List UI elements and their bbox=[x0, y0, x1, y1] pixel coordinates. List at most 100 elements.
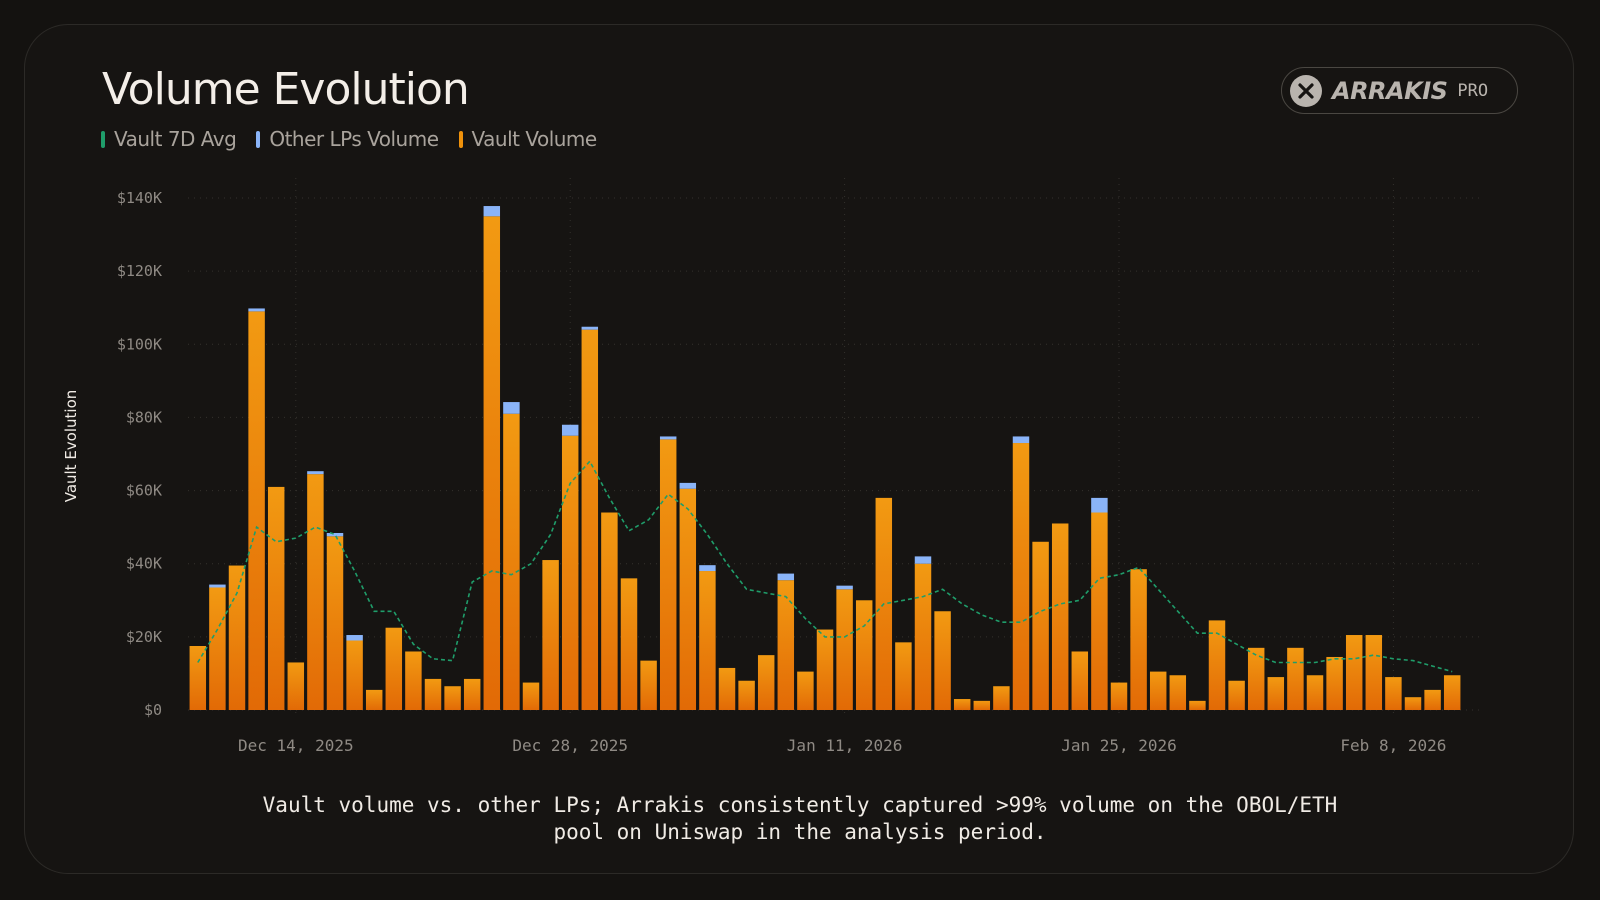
vault-volume-bar bbox=[248, 311, 265, 710]
vault-volume-bar bbox=[1385, 677, 1402, 710]
other-lps-volume-bar bbox=[307, 471, 324, 475]
other-lps-volume-bar bbox=[209, 584, 226, 588]
vault-volume-bar bbox=[503, 413, 520, 710]
other-lps-volume-bar bbox=[581, 326, 599, 330]
other-lps-volume-bar bbox=[503, 402, 520, 414]
vault-volume-bar bbox=[836, 589, 853, 710]
other-lps-volume-bar bbox=[836, 585, 853, 590]
caption-line-1: Vault volume vs. other LPs; Arrakis cons… bbox=[262, 793, 1338, 817]
vault-volume-bar bbox=[1247, 647, 1265, 710]
x-tick-label: Dec 14, 2025 bbox=[238, 736, 354, 755]
vault-volume-bar bbox=[463, 678, 481, 710]
vault-volume-bar bbox=[326, 536, 344, 710]
vault-volume-bar bbox=[444, 686, 461, 710]
vault-volume-bar bbox=[640, 660, 657, 710]
vault-volume-bar bbox=[228, 565, 246, 710]
legend-item-vault-volume: Vault Volume bbox=[458, 127, 597, 151]
vault-volume-bar bbox=[659, 439, 677, 710]
x-tick-label: Jan 11, 2026 bbox=[787, 736, 903, 755]
vault-volume-bar bbox=[287, 662, 305, 710]
other-lps-volume-bar bbox=[679, 482, 697, 489]
y-tick-label: $100K bbox=[117, 335, 162, 353]
vault-volume-bar bbox=[365, 689, 383, 710]
brand-name: ARRAKIS bbox=[1332, 76, 1448, 105]
vault-volume-bar bbox=[1208, 620, 1226, 710]
vault-volume-bar bbox=[1071, 651, 1089, 710]
vault-volume-bar bbox=[385, 627, 403, 710]
legend-item-other-lps-volume: Other LPs Volume bbox=[256, 127, 439, 151]
vault-volume-bar bbox=[699, 571, 716, 710]
other-lps-volume-bar bbox=[326, 532, 344, 537]
page-title: Volume Evolution bbox=[102, 64, 470, 115]
vault-volume-bar bbox=[855, 600, 873, 710]
vault-volume-bar bbox=[209, 587, 226, 710]
y-axis-label: Vault Evolution bbox=[62, 390, 80, 503]
vault-volume-bar bbox=[542, 560, 559, 710]
y-tick-label: $0 bbox=[144, 701, 162, 719]
arrakis-logo-icon bbox=[1290, 74, 1322, 107]
x-tick-label: Jan 25, 2026 bbox=[1061, 736, 1177, 755]
brand-tier: PRO bbox=[1457, 80, 1489, 101]
legend-label-other-lps-volume: Other LPs Volume bbox=[269, 127, 439, 151]
vault-volume-bar bbox=[267, 486, 285, 710]
vault-volume-bar bbox=[993, 686, 1010, 710]
y-axis: $0 $20K $40K $60K $80K $100K $120K $140K bbox=[117, 189, 162, 719]
vault-volume-bar bbox=[424, 678, 442, 710]
x-tick-label: Feb 8, 2026 bbox=[1340, 736, 1446, 755]
vault-volume-bar bbox=[1091, 512, 1108, 710]
vault-volume-bar bbox=[1189, 700, 1206, 710]
vault-volume-bar bbox=[1267, 677, 1285, 710]
vault-volume-bar bbox=[797, 671, 814, 710]
vault-volume-bar bbox=[1110, 682, 1128, 710]
vault-volume-bar bbox=[1443, 675, 1461, 710]
chart-grid bbox=[188, 178, 1482, 714]
x-axis: Dec 14, 2025 Dec 28, 2025 Jan 11, 2026 Jan … bbox=[238, 736, 1446, 755]
vault-volume-bar bbox=[522, 682, 540, 710]
vault-volume-bar bbox=[346, 640, 363, 710]
vault-volume-bar bbox=[1424, 689, 1441, 710]
legend-swatch-vault-7d-avg bbox=[101, 130, 105, 148]
legend-item-vault-7d-avg: Vault 7D Avg bbox=[101, 127, 237, 151]
vault-volume-bar bbox=[1404, 697, 1422, 710]
vault-volume-bar bbox=[1345, 635, 1363, 710]
legend-swatch-vault-volume bbox=[458, 130, 463, 148]
other-lps-volume-bar bbox=[248, 308, 265, 312]
y-tick-label: $60K bbox=[126, 482, 162, 500]
other-lps-volume-bar bbox=[777, 573, 795, 581]
caption-line-2: pool on Uniswap in the analysis period. bbox=[553, 820, 1047, 844]
vault-volume-bar bbox=[757, 655, 775, 710]
vault-volume-bar bbox=[1032, 541, 1049, 710]
vault-volume-bar bbox=[1130, 569, 1147, 710]
brand-badge: ARRAKIS PRO bbox=[1281, 67, 1518, 114]
vault-7d-avg-line bbox=[197, 459, 1453, 673]
vault-volume-bar bbox=[679, 488, 697, 710]
vault-volume-bar bbox=[973, 700, 991, 710]
vault-volume-bar bbox=[738, 680, 755, 710]
y-tick-label: $20K bbox=[126, 628, 162, 646]
y-tick-label: $40K bbox=[126, 555, 162, 573]
vault-volume-bar bbox=[307, 474, 324, 710]
chart-card bbox=[24, 24, 1574, 874]
vault-volume-bar bbox=[1169, 675, 1187, 710]
vault-volume-bar bbox=[1149, 671, 1167, 710]
bar-series bbox=[189, 206, 1461, 711]
vault-volume-bar bbox=[934, 611, 951, 710]
other-lps-volume-bar bbox=[346, 635, 363, 641]
vault-volume-bar bbox=[483, 216, 501, 711]
y-tick-label: $140K bbox=[117, 189, 162, 207]
vault-volume-bar bbox=[1012, 443, 1030, 710]
vault-volume-bar bbox=[816, 629, 834, 710]
other-lps-volume-bar bbox=[483, 206, 501, 217]
legend: Vault 7D Avg Other LPs Volume Vault Volu… bbox=[101, 127, 597, 151]
y-tick-label: $120K bbox=[117, 262, 162, 280]
other-lps-volume-bar bbox=[561, 424, 579, 436]
vault-volume-bar bbox=[1326, 656, 1343, 710]
other-lps-volume-bar bbox=[1091, 497, 1108, 513]
vault-volume-bar bbox=[914, 563, 932, 710]
legend-label-vault-7d-avg: Vault 7D Avg bbox=[114, 127, 237, 151]
vault-volume-bar bbox=[1306, 675, 1324, 710]
vault-volume-bar bbox=[777, 580, 795, 710]
legend-swatch-other-lps-volume bbox=[256, 130, 261, 148]
other-lps-volume-bar bbox=[659, 436, 677, 440]
